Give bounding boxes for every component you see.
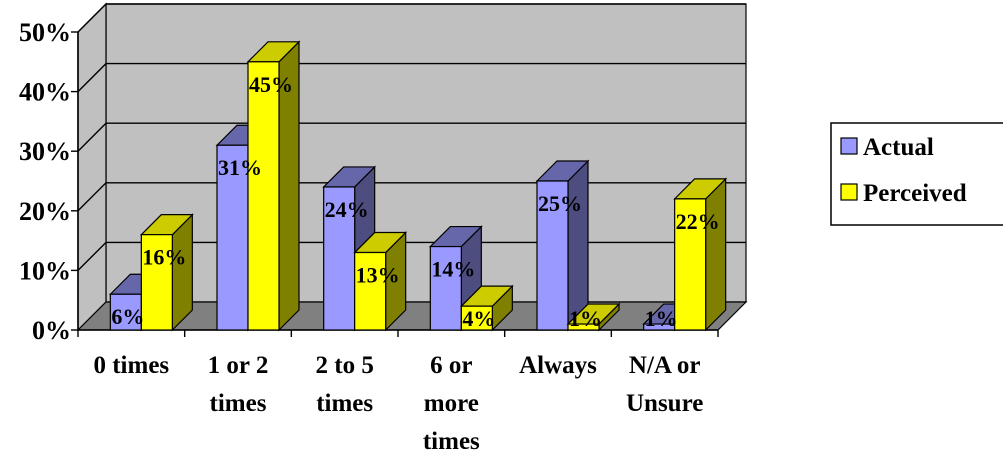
data-label-actual-1-or-2-times: 31% — [218, 155, 262, 180]
side-wall — [77, 2, 107, 332]
category-label-2-to-5-times: 2 to 5 times — [316, 352, 374, 417]
bar-front — [567, 323, 600, 331]
axes — [71, 31, 719, 337]
bars — [108, 40, 728, 332]
bar-perceived-n-a-or-unsure — [673, 177, 728, 332]
legend-swatch-perceived — [840, 183, 858, 201]
bar-perceived-2-to-5-times — [353, 231, 408, 332]
gridline — [77, 3, 746, 33]
bar-front — [216, 144, 249, 331]
bar-front — [674, 198, 707, 331]
gridline — [77, 122, 746, 152]
bar-front — [536, 180, 569, 331]
bar-front — [354, 251, 387, 331]
x-axis-category-labels: 0 times 1 or 2 times 2 to 5 times 6 or more tim… — [93, 352, 703, 455]
category-label-6-or-more-times: 6 or more times — [423, 352, 480, 455]
bar-front — [323, 186, 356, 331]
bar-perceived-0-times — [139, 213, 194, 332]
data-label-actual-n-a-or-unsure: 1% — [645, 306, 678, 331]
bar-perceived-always — [566, 302, 621, 332]
data-label-actual-0-times: 6% — [111, 304, 144, 329]
y-tick-label: 0% — [32, 316, 71, 345]
bar-actual-always — [535, 159, 590, 332]
y-axis-tick-labels: 0% 10% 20% 30% 40% 50% — [19, 18, 71, 345]
data-labels: 6% 16% 31% 45% 24% 13% 14% 4% 25% 1% 1% 22% — [111, 72, 719, 331]
data-label-actual-2-to-5-times: 24% — [325, 197, 369, 222]
legend-swatch-actual — [840, 137, 858, 155]
legend-label-perceived: Perceived — [863, 180, 967, 207]
data-label-perceived-2-to-5-times: 13% — [356, 263, 400, 288]
y-tick-label: 40% — [19, 78, 71, 107]
bar-perceived-1-or-2-times — [246, 40, 301, 332]
gridline — [77, 241, 746, 271]
legend: Actual Perceived — [830, 122, 1003, 226]
bar-side — [705, 177, 727, 332]
category-label-always: Always — [519, 352, 597, 379]
category-label-0-times: 0 times — [93, 352, 169, 379]
data-label-perceived-always: 1% — [569, 306, 602, 331]
y-tick-label: 50% — [19, 18, 71, 47]
gridline — [77, 182, 746, 212]
data-label-perceived-6-or-more-times: 4% — [462, 306, 495, 331]
gridlines — [77, 3, 746, 271]
data-label-actual-6-or-more-times: 14% — [431, 257, 475, 282]
bar-front — [429, 245, 462, 331]
bar-front — [140, 234, 173, 331]
data-label-perceived-1-or-2-times: 45% — [249, 72, 293, 97]
legend-box — [830, 122, 1003, 226]
bar-front — [247, 61, 280, 331]
bar-front — [460, 305, 493, 331]
gridline — [77, 62, 746, 93]
legend-label-actual: Actual — [863, 134, 934, 161]
data-label-perceived-n-a-or-unsure: 22% — [676, 209, 720, 234]
category-label-1-or-2-times: 1 or 2 times — [208, 352, 269, 417]
bar-perceived-6-or-more-times — [459, 284, 514, 332]
back-wall — [105, 3, 747, 303]
y-tick-label: 20% — [19, 197, 71, 226]
bar-front — [109, 293, 142, 331]
category-label-n-a-or-unsure: N/A or Unsure — [626, 352, 703, 417]
data-label-perceived-0-times: 16% — [142, 245, 186, 270]
y-tick-label: 30% — [19, 137, 71, 166]
data-label-actual-always: 25% — [538, 191, 582, 216]
y-tick-label: 10% — [19, 256, 71, 285]
bar-side — [567, 159, 589, 332]
